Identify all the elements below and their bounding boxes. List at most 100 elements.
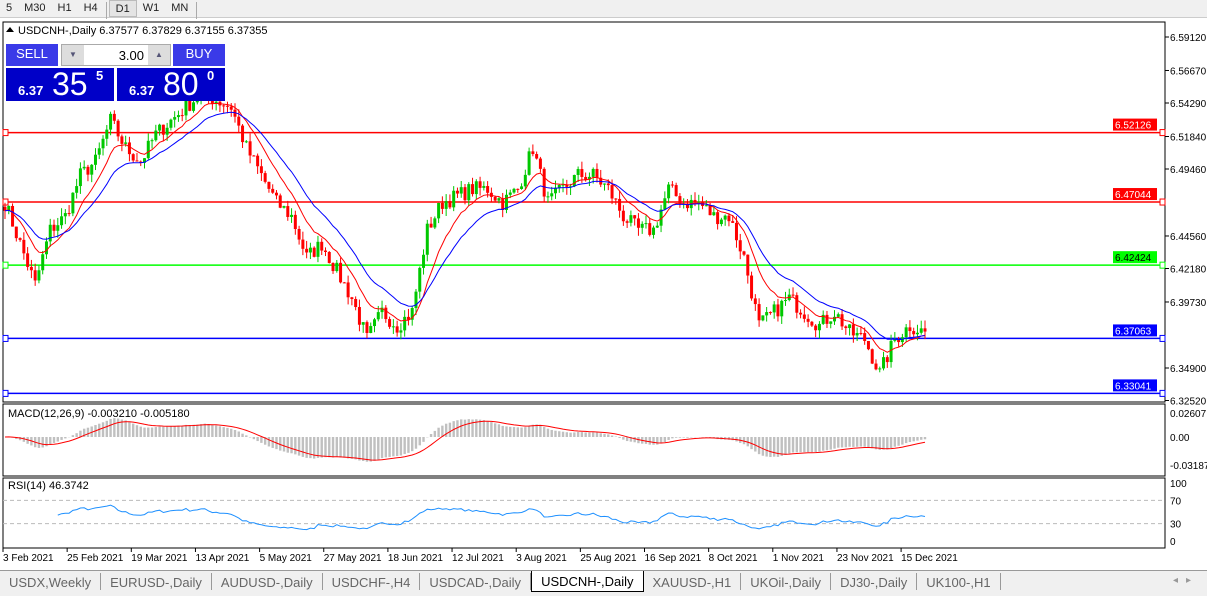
level-handle-icon[interactable]: [2, 129, 9, 137]
date-axis-label: 5 May 2021: [260, 553, 313, 564]
candle-body: [248, 141, 252, 156]
macd-histogram-bar: [829, 437, 832, 450]
candle-body: [595, 168, 599, 178]
timeframe-MN[interactable]: MN: [171, 2, 189, 14]
candle-body: [851, 324, 855, 336]
candle-body: [836, 314, 840, 317]
timeframe-D1[interactable]: D1: [108, 0, 137, 17]
tab-dj30-daily[interactable]: DJ30-,Daily: [831, 573, 918, 590]
sell-button[interactable]: SELL: [6, 44, 58, 66]
candle-body: [667, 184, 671, 199]
candle-body: [719, 219, 723, 225]
macd-histogram-bar: [539, 424, 542, 437]
macd-histogram-bar: [867, 437, 870, 448]
level-handle-icon[interactable]: [1159, 334, 1166, 342]
tab-audusd-daily[interactable]: AUDUSD-,Daily: [212, 573, 323, 590]
timeframe-H1[interactable]: H1: [57, 2, 72, 14]
macd-histogram-bar: [757, 437, 761, 455]
candle-body: [633, 215, 637, 219]
lot-size-stepper[interactable]: ▼ ▲: [61, 44, 171, 66]
candle-body: [158, 124, 162, 131]
macd-histogram-bar: [633, 437, 636, 443]
candle-body: [587, 176, 591, 180]
macd-histogram-bar: [591, 432, 595, 437]
candle-body: [825, 314, 829, 324]
level-handle-icon[interactable]: [1159, 129, 1166, 137]
price-axis-label: 6.54290: [1170, 99, 1207, 110]
timeframe-H4[interactable]: H4: [83, 2, 98, 14]
macd-histogram-bar: [478, 419, 482, 437]
macd-label: MACD(12,26,9) -0.003210 -0.005180: [8, 408, 190, 420]
macd-histogram-bar: [64, 437, 67, 439]
buy-button[interactable]: BUY: [173, 44, 225, 66]
price-chart[interactable]: 6.59120 6.56670 6.54290 6.51840 6.49460 6.445…: [0, 19, 1207, 570]
macd-histogram-bar: [795, 437, 799, 453]
macd-histogram-bar: [71, 435, 75, 437]
macd-histogram-bar: [501, 425, 504, 437]
collapse-triangle-icon[interactable]: [6, 27, 14, 32]
macd-histogram-bar: [776, 437, 780, 457]
macd-histogram-bar: [297, 437, 301, 456]
tab-usdx-weekly[interactable]: USDX,Weekly: [0, 573, 102, 590]
macd-histogram-bar: [271, 437, 274, 448]
tab-xauusd-h1[interactable]: XAUUSD-,H1: [644, 573, 742, 590]
macd-histogram-bar: [173, 425, 176, 437]
macd-histogram-bar: [761, 437, 765, 456]
macd-histogram-bar: [663, 437, 667, 443]
tab-scroll-arrows-icon[interactable]: ◂▸: [1172, 575, 1199, 586]
macd-histogram-bar: [531, 424, 535, 437]
macd-histogram-bar: [116, 418, 120, 437]
tab-usdcnh-daily[interactable]: USDCNH-,Daily: [531, 571, 644, 592]
level-handle-icon[interactable]: [1159, 198, 1166, 206]
timeframe-5[interactable]: 5: [6, 2, 13, 14]
macd-histogram-bar: [196, 424, 199, 437]
tab-ukoil-daily[interactable]: UKOil-,Daily: [741, 573, 832, 590]
candle-body: [26, 253, 30, 267]
timeframe-W1[interactable]: W1: [142, 2, 160, 14]
tab-uk100-h1[interactable]: UK100-,H1: [917, 573, 1001, 590]
tab-usdcad-daily[interactable]: USDCAD-,Daily: [420, 573, 532, 590]
macd-histogram-bar: [573, 432, 576, 437]
level-handle-icon[interactable]: [2, 389, 9, 397]
macd-histogram-bar: [814, 437, 817, 453]
macd-histogram-bar: [916, 437, 919, 441]
timeframe-M30[interactable]: M30: [24, 2, 46, 14]
level-handle-icon[interactable]: [2, 334, 9, 342]
level-handle-icon[interactable]: [2, 261, 9, 269]
candle-body: [41, 254, 45, 271]
candle-body: [723, 215, 727, 220]
candle-body: [791, 294, 795, 296]
candle-body: [150, 140, 154, 142]
macd-histogram-bar: [437, 427, 440, 437]
candle-body: [693, 199, 697, 203]
macd-histogram-bar: [648, 437, 651, 445]
lot-size-input[interactable]: [84, 45, 148, 65]
decrease-lot-icon[interactable]: ▼: [62, 45, 84, 65]
sell-price[interactable]: 6.37 35 5: [6, 66, 114, 102]
macd-histogram-bar: [211, 424, 214, 437]
candle-body: [97, 148, 101, 155]
candle-body: [768, 312, 772, 314]
sell-price-prefix: 6.37: [18, 83, 44, 98]
candle-body: [478, 181, 482, 188]
candle-body: [648, 223, 652, 235]
macd-histogram-bar: [241, 433, 244, 437]
macd-histogram-bar: [565, 432, 569, 437]
level-handle-icon[interactable]: [1159, 389, 1166, 397]
tab-usdchf-h4[interactable]: USDCHF-,H4: [323, 573, 421, 590]
macd-histogram-bar: [403, 437, 406, 455]
candle-body: [697, 201, 701, 203]
macd-histogram-bar: [233, 429, 237, 437]
candle-body: [802, 314, 806, 319]
price-axis-label: 6.39730: [1170, 298, 1207, 309]
increase-lot-icon[interactable]: ▲: [148, 45, 170, 65]
candle-body: [455, 190, 459, 194]
candle-body: [384, 307, 388, 320]
level-handle-icon[interactable]: [1159, 261, 1166, 269]
candle-body: [761, 315, 765, 321]
buy-price[interactable]: 6.37 80 0: [117, 66, 225, 102]
tab-eurusd-daily[interactable]: EURUSD-,Daily: [101, 573, 212, 590]
macd-histogram-bar: [218, 426, 222, 437]
macd-histogram-bar: [286, 437, 289, 453]
candle-body: [290, 214, 294, 217]
